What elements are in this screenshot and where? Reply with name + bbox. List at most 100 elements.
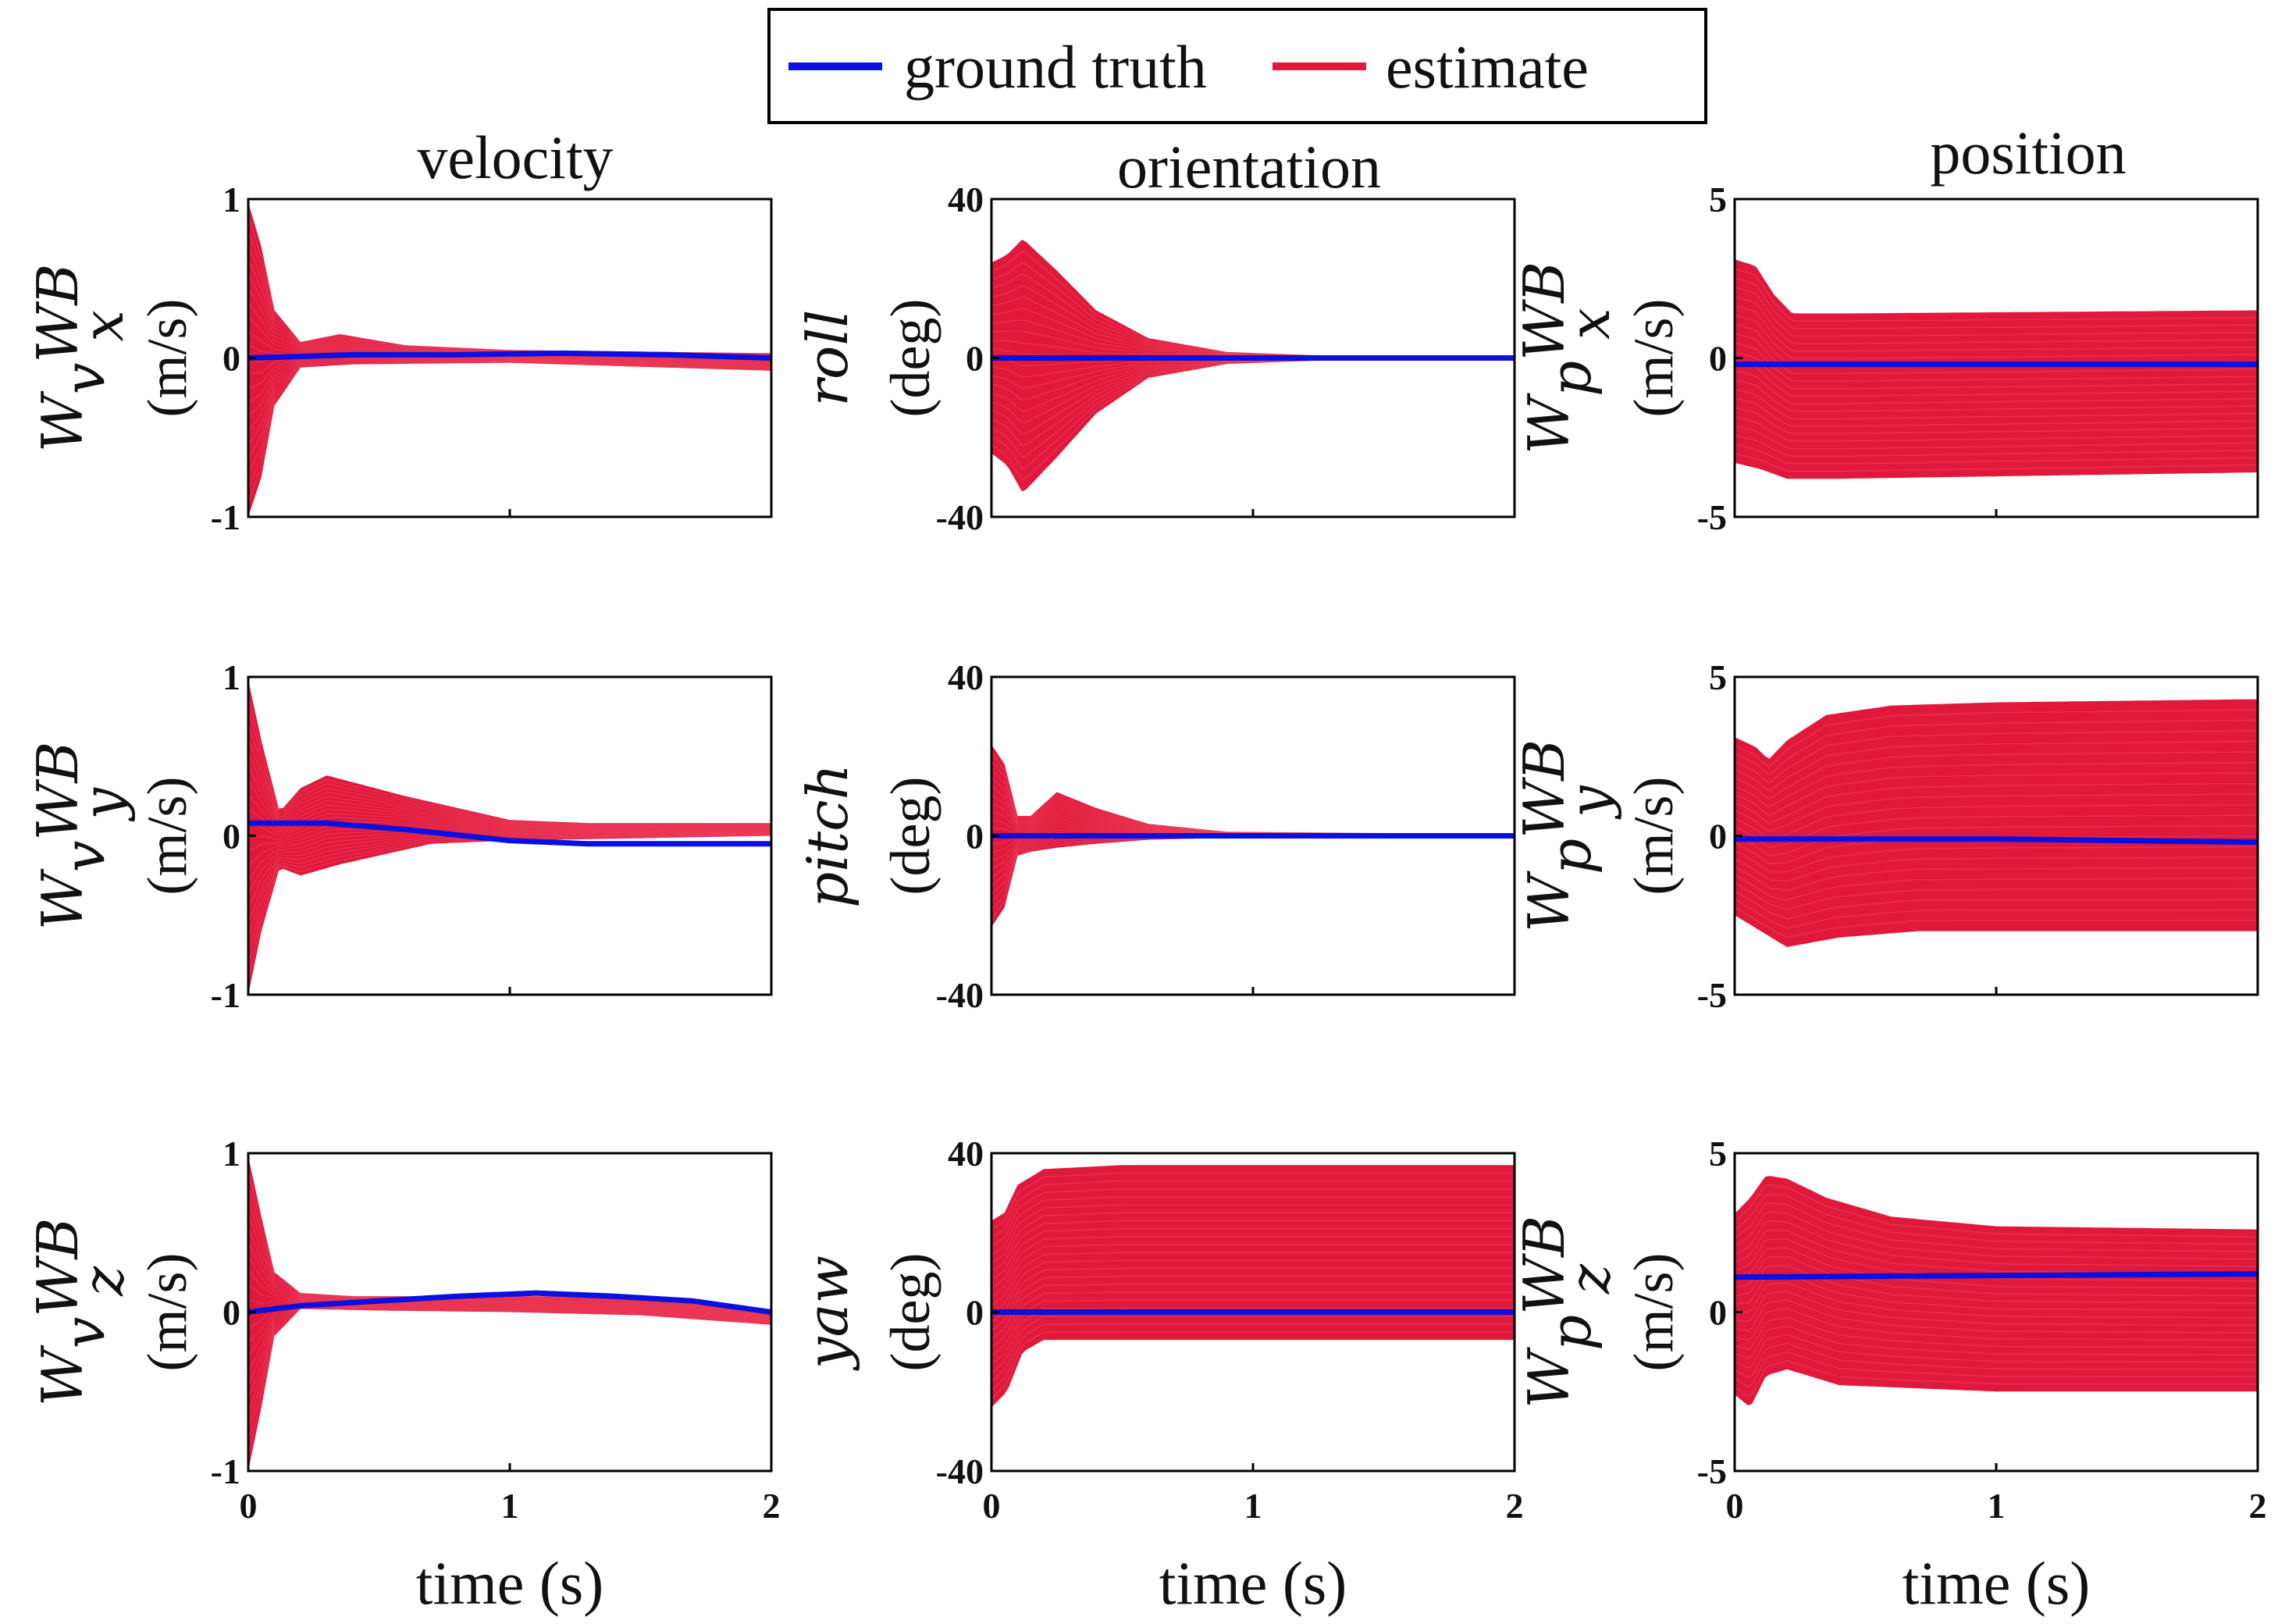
estimate-trajectory-px-20 — [1735, 277, 2258, 329]
estimate-trajectory-px-1 — [1735, 453, 2258, 472]
y-axis-superscript-vx: WB — [25, 264, 91, 363]
column-title-position: position — [1930, 119, 2126, 187]
estimate-trajectory-yaw-5 — [991, 1299, 1515, 1366]
estimate-trajectory-py-14 — [1735, 782, 2258, 824]
y-tick-label-py-0: 5 — [1709, 657, 1727, 697]
estimate-trajectory-vy-15 — [248, 779, 771, 829]
y-axis-superscript-pz: WB — [1511, 1216, 1577, 1315]
y-axis-variable-roll: roll — [795, 310, 860, 407]
y-tick-label-vx-0: 1 — [222, 180, 240, 219]
estimate-band-pz — [1735, 1176, 2258, 1405]
y-tick-label-pitch-0: 40 — [948, 657, 984, 697]
panels-group: 10-1(m/s)WvWBx400-40(deg)roll50-5(m/s)Wp… — [25, 180, 2267, 1617]
y-axis-frame-prefix-vx: W — [30, 390, 95, 452]
estimate-trajectory-yaw-20 — [991, 1180, 1515, 1238]
y-axis-variable-pz: p — [1538, 1315, 1604, 1351]
y-axis-unit-vy: (m/s) — [136, 777, 198, 896]
estimate-trajectory-yaw-21 — [991, 1172, 1515, 1230]
estimate-trajectory-py-20 — [1735, 719, 2258, 776]
y-axis-symbol-pitch: pitch — [795, 764, 860, 908]
ground-truth-line-vy — [248, 820, 771, 847]
y-axis-frame-prefix-pz: W — [1516, 1347, 1582, 1409]
y-tick-label-yaw-2: -40 — [936, 1451, 984, 1491]
estimate-trajectory-vx-10 — [248, 350, 771, 375]
estimate-trajectory-pz-4 — [1735, 1334, 2258, 1369]
estimate-trajectory-px-19 — [1735, 287, 2258, 337]
x-axis-label-yaw: time (s) — [1159, 1549, 1347, 1617]
panel-vx: 10-1(m/s)WvWBx — [25, 180, 773, 537]
estimate-trajectory-pz-1 — [1735, 1359, 2258, 1397]
estimate-trajectory-yaw-7 — [991, 1284, 1515, 1349]
y-tick-label-pz-0: 5 — [1709, 1134, 1727, 1173]
y-axis-unit-px: (m/s) — [1622, 299, 1685, 418]
estimate-trajectory-yaw-19 — [991, 1188, 1515, 1247]
x-tick-label-vz-0: 0 — [240, 1486, 258, 1526]
panel-px: 50-5(m/s)WpWBx — [1511, 180, 2259, 537]
estimate-trajectory-px-13 — [1735, 342, 2258, 382]
estimate-trajectory-px-3 — [1735, 434, 2258, 458]
estimate-trajectory-pz-5 — [1735, 1325, 2258, 1360]
y-tick-label-vz-2: -1 — [211, 1451, 240, 1491]
estimate-trajectory-py-21 — [1735, 709, 2258, 767]
estimate-trajectory-px-14 — [1735, 333, 2258, 375]
estimate-trajectory-pz-15 — [1735, 1238, 2258, 1282]
y-axis-subscript-pz: z — [1557, 1263, 1622, 1295]
estimate-trajectory-yaw-4 — [991, 1307, 1515, 1374]
estimate-trajectory-yaw-11 — [991, 1252, 1515, 1315]
estimate-trajectory-pz-21 — [1735, 1184, 2258, 1238]
estimate-trajectory-vy-16 — [248, 765, 771, 828]
y-tick-label-vz-1: 0 — [222, 1293, 240, 1333]
y-axis-variable-vx: v — [52, 363, 117, 395]
estimate-band-roll — [991, 240, 1515, 492]
estimate-trajectory-yaw-12 — [991, 1244, 1515, 1306]
y-axis-unit-pz: (m/s) — [1622, 1253, 1685, 1372]
estimate-trajectory-vy-9 — [248, 826, 771, 867]
y-tick-label-py-1: 0 — [1709, 817, 1727, 857]
estimate-trajectory-pitch-3 — [991, 835, 1515, 903]
y-axis-symbol-vx: WvWBx — [25, 264, 136, 453]
estimate-trajectory-vz-4 — [248, 1305, 771, 1414]
column-title-velocity: velocity — [417, 123, 613, 191]
estimate-trajectory-pz-19 — [1735, 1202, 2258, 1252]
estimate-trajectory-vx-3 — [248, 360, 771, 475]
y-tick-label-pz-1: 0 — [1709, 1293, 1727, 1333]
legend-ground-truth-label: ground truth — [904, 33, 1207, 101]
x-tick-label-pz-1: 1 — [1988, 1486, 2006, 1526]
y-axis-superscript-px: WB — [1511, 262, 1577, 361]
y-tick-label-roll-0: 40 — [948, 180, 984, 219]
estimate-trajectory-vy-8 — [248, 828, 771, 881]
estimate-trajectory-py-5 — [1735, 874, 2258, 901]
estimate-trajectory-py-18 — [1735, 740, 2258, 792]
y-axis-subscript-vz: z — [70, 1266, 136, 1297]
estimate-trajectory-px-4 — [1735, 425, 2258, 450]
y-axis-unit-vz: (m/s) — [136, 1253, 198, 1372]
estimate-trajectory-vy-18 — [248, 737, 771, 827]
estimate-trajectory-vz-1 — [248, 1307, 771, 1457]
estimate-trajectory-vy-19 — [248, 722, 771, 826]
estimate-trajectory-py-1 — [1735, 906, 2258, 938]
estimate-trajectory-py-11 — [1735, 814, 2258, 849]
estimate-trajectory-yaw-6 — [991, 1291, 1515, 1357]
y-tick-label-vz-0: 1 — [222, 1134, 240, 1173]
estimate-trajectory-vy-4 — [248, 832, 771, 938]
estimate-trajectory-vz-14 — [248, 1270, 771, 1318]
estimate-trajectory-vz-15 — [248, 1255, 771, 1317]
estimate-trajectory-vz-20 — [248, 1184, 771, 1314]
y-tick-label-py-2: -5 — [1697, 975, 1727, 1015]
y-tick-label-yaw-0: 40 — [948, 1134, 984, 1173]
estimate-trajectory-vy-21 — [248, 694, 771, 824]
estimate-trajectory-vz-21 — [248, 1170, 771, 1313]
y-axis-symbol-pz: WpWBz — [1511, 1216, 1622, 1409]
y-axis-frame-prefix-py: W — [1516, 871, 1582, 932]
estimate-trajectory-vx-18 — [248, 258, 771, 358]
estimate-trajectory-vy-5 — [248, 832, 771, 924]
estimate-trajectory-px-8 — [1735, 388, 2258, 419]
estimate-trajectory-pz-6 — [1735, 1316, 2258, 1351]
estimate-trajectory-yaw-10 — [991, 1259, 1515, 1323]
estimate-trajectory-vy-7 — [248, 829, 771, 896]
estimate-band-vz — [248, 1156, 771, 1471]
y-axis-superscript-py: WB — [1511, 739, 1577, 839]
estimate-trajectory-vx-20 — [248, 230, 771, 356]
estimate-trajectory-py-8 — [1735, 846, 2258, 873]
